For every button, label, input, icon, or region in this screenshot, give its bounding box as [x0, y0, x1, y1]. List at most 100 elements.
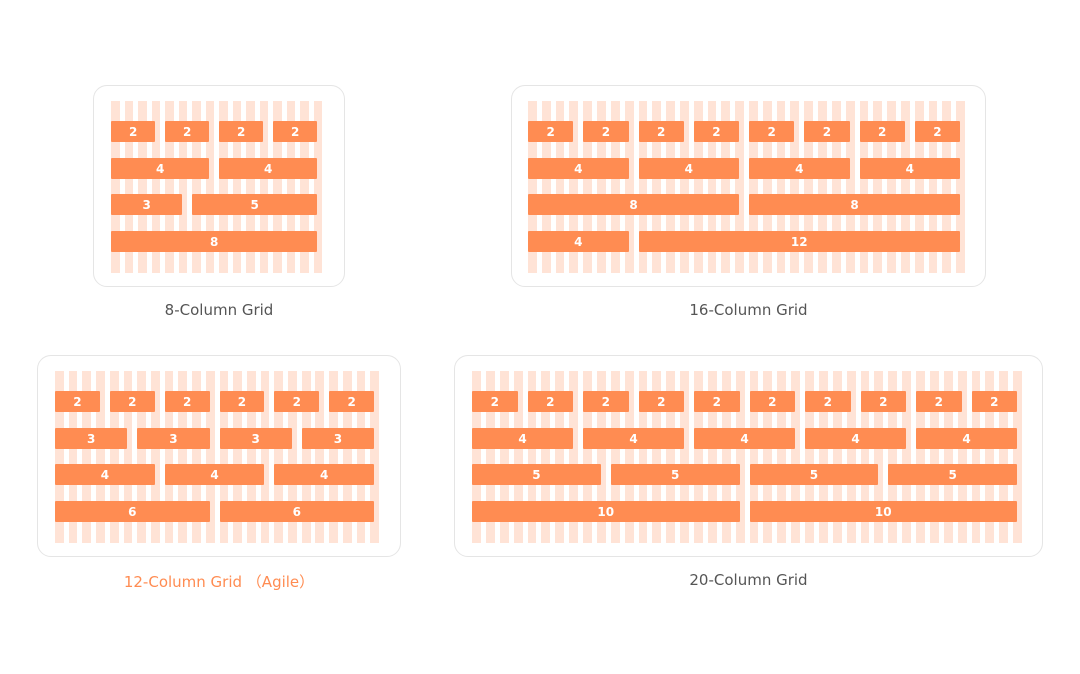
column-stripe [680, 371, 689, 543]
column-span-block: 2 [694, 391, 740, 412]
column-span-block: 2 [749, 391, 795, 412]
column-stripe [749, 371, 759, 543]
column-stripe [971, 371, 981, 543]
column-stripe [610, 371, 620, 543]
column-span-block: 4 [694, 428, 795, 449]
column-stripe [288, 371, 297, 543]
column-stripe [246, 371, 256, 543]
column-stripe [541, 101, 551, 273]
column-span-block: 2 [749, 121, 795, 142]
column-stripe [666, 101, 675, 273]
column-stripe [315, 371, 325, 543]
column-span-block: 8 [111, 231, 318, 252]
column-stripe [985, 371, 995, 543]
column-stripe [111, 101, 120, 273]
column-stripe [957, 371, 967, 543]
column-stripe [301, 371, 311, 543]
column-stripe [749, 101, 758, 273]
column-stripe [164, 371, 174, 543]
column-stripe [150, 371, 160, 543]
column-stripe [929, 371, 939, 543]
column-stripe [721, 371, 731, 543]
column-span-block: 2 [528, 121, 574, 142]
column-stripe [499, 371, 509, 543]
column-stripe [274, 371, 284, 543]
column-stripe [356, 371, 366, 543]
column-stripe [776, 101, 786, 273]
column-stripe [846, 371, 856, 543]
column-stripe [528, 101, 537, 273]
column-stripe [638, 371, 648, 543]
grid-12-caption: 12-Column Grid （Agile） [123, 573, 315, 591]
column-stripe [300, 101, 309, 273]
column-span-block: 4 [528, 231, 629, 252]
column-span-block: 4 [528, 158, 629, 179]
column-span-block: 4 [749, 158, 850, 179]
column-span-block: 2 [55, 391, 100, 412]
column-stripe [109, 371, 119, 543]
column-stripe [219, 101, 228, 273]
column-span-block: 2 [638, 121, 684, 142]
column-stripe [914, 101, 924, 273]
column-span-block: 3 [55, 428, 128, 449]
column-stripe [259, 101, 269, 273]
column-stripe [693, 101, 703, 273]
column-span-block: 4 [274, 464, 375, 485]
column-span-block: 4 [111, 158, 210, 179]
column-stripe [1013, 371, 1022, 543]
column-stripe [205, 101, 215, 273]
column-stripe [192, 371, 201, 543]
grid-20-area: 2 2 2 2 2 2 2 2 2 2 4 4 4 4 4 5 5 5 5 10 10 [472, 371, 1027, 543]
column-span-block: 2 [804, 121, 850, 142]
column-stripe [874, 371, 884, 543]
column-span-block: 2 [638, 391, 684, 412]
column-stripe [569, 101, 579, 273]
grid-20-caption: 20-Column Grid [689, 571, 808, 589]
column-stripe [485, 371, 495, 543]
column-span-block: 4 [472, 428, 573, 449]
column-span-block: 4 [859, 158, 961, 179]
column-span-block: 8 [528, 194, 740, 215]
column-stripe [583, 371, 592, 543]
column-span-block: 3 [301, 428, 375, 449]
column-stripe [735, 371, 745, 543]
column-span-block: 3 [111, 194, 183, 215]
column-stripe [887, 101, 896, 273]
column-span-block: 2 [916, 391, 962, 412]
column-span-block: 4 [583, 428, 684, 449]
column-stripe [286, 101, 296, 273]
column-span-block: 6 [219, 501, 375, 522]
column-span-block: 2 [329, 391, 375, 412]
column-stripe [82, 371, 92, 543]
column-stripe [831, 101, 841, 273]
grid-16-area: 2 2 2 2 2 2 2 2 4 4 4 4 8 8 4 12 [528, 101, 970, 273]
grid-20-card: 2 2 2 2 2 2 2 2 2 2 4 4 4 4 4 5 5 5 5 10 10 [454, 355, 1043, 557]
column-span-block: 2 [859, 121, 905, 142]
column-stripe [513, 371, 523, 543]
column-stripe [721, 101, 731, 273]
column-stripe [638, 101, 648, 273]
column-stripe [68, 371, 78, 543]
column-stripe [541, 371, 551, 543]
column-span-block: 12 [638, 231, 961, 252]
column-stripe [232, 101, 242, 273]
column-stripe [679, 101, 689, 273]
column-span-block: 2 [274, 391, 320, 412]
column-stripe [956, 101, 966, 273]
column-stripe [124, 101, 134, 273]
column-span-block: 5 [192, 194, 318, 215]
grid-16-caption: 16-Column Grid [689, 301, 808, 319]
column-stripe [472, 371, 481, 543]
column-stripe [666, 371, 676, 543]
column-stripe [888, 371, 898, 543]
column-stripe [342, 371, 352, 543]
column-span-block: 2 [165, 121, 210, 142]
column-span-block: 2 [583, 121, 629, 142]
column-stripe [178, 101, 188, 273]
column-stripe [138, 101, 147, 273]
column-stripe [791, 371, 800, 543]
column-stripe [777, 371, 787, 543]
column-span-block: 3 [137, 428, 210, 449]
